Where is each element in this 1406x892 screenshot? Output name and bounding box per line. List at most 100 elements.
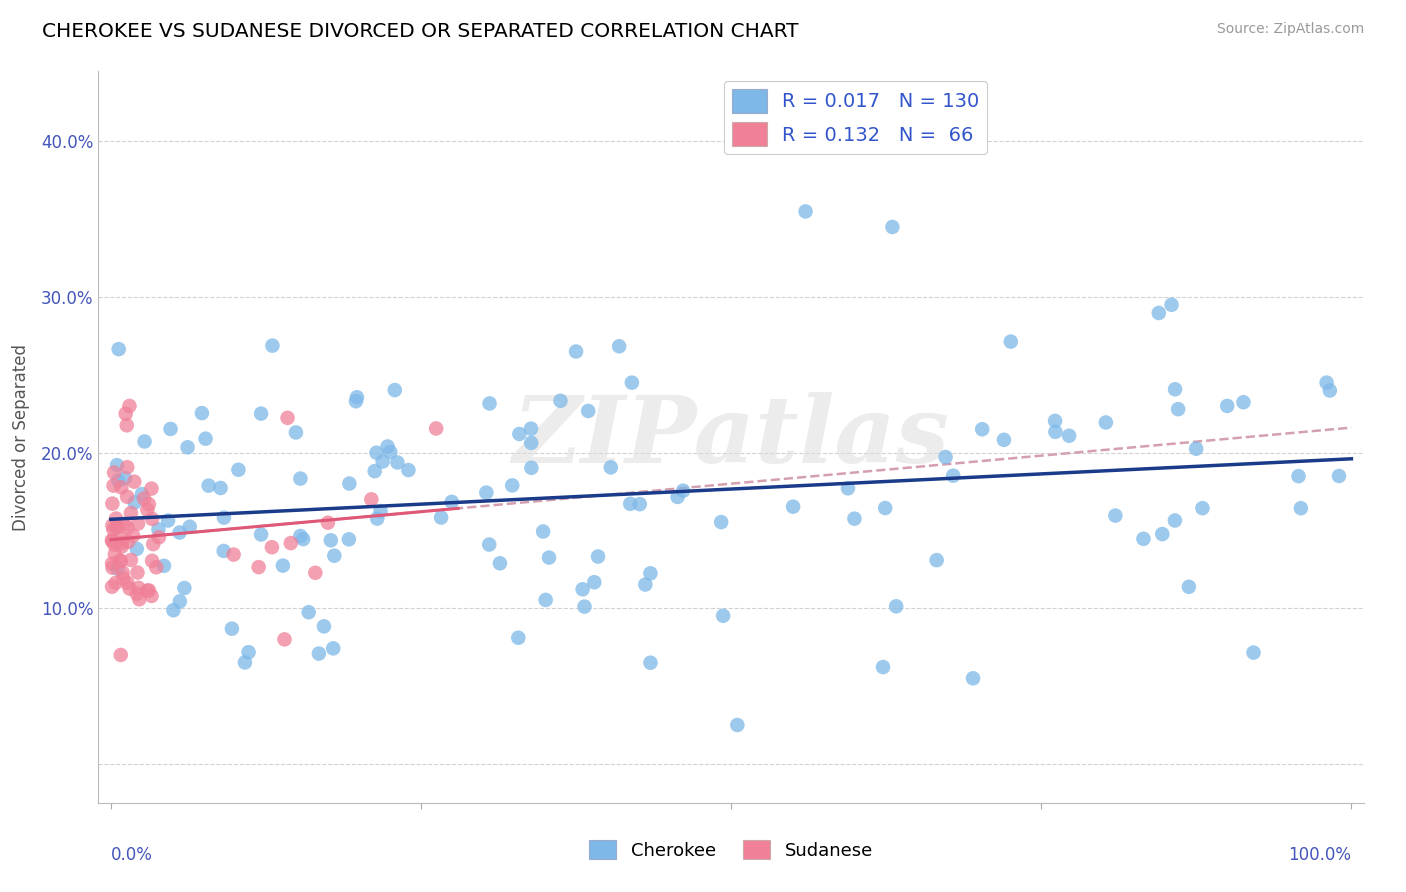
Point — [153, 558, 176, 573]
Point — [114, 407, 136, 421]
Point — [107, 342, 129, 356]
Point — [191, 406, 214, 420]
Point — [619, 497, 641, 511]
Point — [148, 522, 170, 536]
Point — [520, 460, 543, 475]
Point — [319, 533, 342, 548]
Point — [118, 399, 141, 413]
Point — [101, 497, 124, 511]
Point — [1152, 527, 1174, 541]
Point — [1057, 428, 1080, 442]
Point — [120, 553, 142, 567]
Point — [221, 622, 243, 636]
Point — [794, 204, 817, 219]
Point — [520, 422, 543, 436]
Point — [128, 592, 150, 607]
Point — [425, 421, 447, 435]
Point — [387, 455, 409, 469]
Point — [101, 580, 124, 594]
Point — [337, 476, 360, 491]
Point — [396, 463, 419, 477]
Point — [1185, 442, 1208, 456]
Point — [872, 660, 894, 674]
Point — [993, 433, 1015, 447]
Point — [628, 497, 651, 511]
Point — [194, 432, 217, 446]
Point — [138, 497, 160, 511]
Point — [1045, 425, 1067, 439]
Point — [1104, 508, 1126, 523]
Point — [508, 631, 530, 645]
Point — [725, 718, 748, 732]
Text: CHEROKEE VS SUDANESE DIVORCED OR SEPARATED CORRELATION CHART: CHEROKEE VS SUDANESE DIVORCED OR SEPARAT… — [42, 22, 799, 41]
Point — [148, 530, 170, 544]
Point — [537, 550, 560, 565]
Point — [316, 516, 339, 530]
Point — [1191, 501, 1213, 516]
Point — [101, 557, 124, 571]
Point — [169, 525, 191, 540]
Point — [110, 648, 132, 662]
Point — [711, 608, 734, 623]
Point — [122, 529, 145, 543]
Point — [197, 478, 219, 492]
Point — [304, 566, 326, 580]
Point — [290, 529, 312, 543]
Point — [366, 511, 388, 525]
Point — [292, 532, 315, 546]
Point — [273, 632, 295, 647]
Point — [132, 491, 155, 506]
Point — [103, 466, 125, 480]
Point — [935, 450, 957, 464]
Point — [115, 490, 138, 504]
Point — [271, 558, 294, 573]
Text: 0.0%: 0.0% — [111, 847, 153, 864]
Point — [565, 344, 588, 359]
Point — [284, 425, 307, 440]
Point — [312, 619, 335, 633]
Point — [925, 553, 948, 567]
Point — [124, 495, 146, 509]
Point — [233, 656, 256, 670]
Point — [262, 338, 284, 352]
Text: Source: ZipAtlas.com: Source: ZipAtlas.com — [1216, 22, 1364, 37]
Point — [110, 554, 132, 568]
Point — [363, 464, 385, 478]
Point — [103, 538, 125, 552]
Point — [1000, 334, 1022, 349]
Point — [607, 339, 630, 353]
Point — [308, 647, 330, 661]
Point — [1043, 414, 1066, 428]
Point — [534, 593, 557, 607]
Point — [212, 544, 235, 558]
Point — [508, 427, 530, 442]
Point — [212, 510, 235, 524]
Point — [104, 575, 127, 590]
Point — [107, 561, 129, 575]
Point — [141, 512, 163, 526]
Point — [136, 583, 159, 598]
Point — [105, 458, 128, 472]
Point — [101, 533, 124, 548]
Point — [837, 481, 859, 495]
Point — [127, 516, 149, 531]
Point — [176, 440, 198, 454]
Point — [1288, 469, 1310, 483]
Point — [1167, 402, 1189, 417]
Point — [159, 422, 181, 436]
Point — [114, 471, 136, 485]
Point — [125, 541, 148, 556]
Point — [323, 549, 346, 563]
Point — [141, 482, 163, 496]
Point — [501, 478, 523, 492]
Point — [110, 554, 132, 568]
Point — [112, 517, 135, 532]
Point — [586, 549, 609, 564]
Point — [157, 514, 180, 528]
Point — [117, 576, 139, 591]
Point — [131, 487, 153, 501]
Point — [162, 603, 184, 617]
Point — [475, 485, 498, 500]
Point — [118, 582, 141, 596]
Point — [337, 533, 360, 547]
